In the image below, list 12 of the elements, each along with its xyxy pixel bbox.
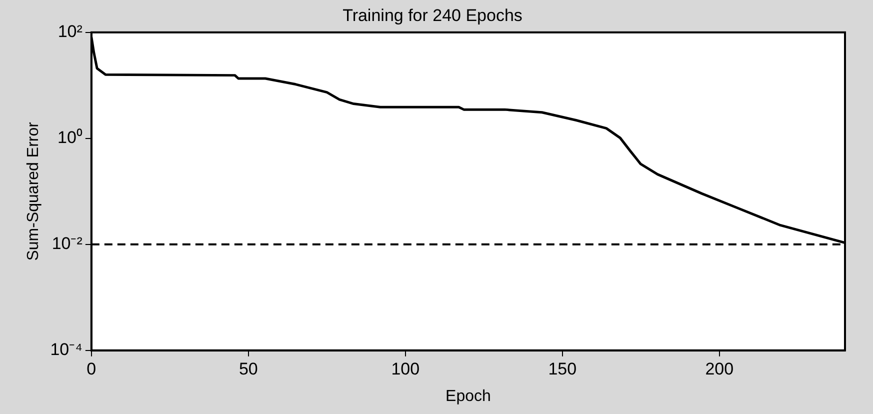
x-tick-label: 0 (86, 359, 96, 378)
x-tick-label: 100 (391, 359, 420, 378)
y-tick-label: 10⁻⁴ (50, 340, 82, 360)
chart-title: Training for 240 Epochs (342, 6, 522, 25)
y-tick-label: 10⁰ (57, 128, 82, 148)
y-tick-label: 10⁻² (52, 234, 83, 254)
y-axis-title: Sum-Squared Error (25, 121, 42, 261)
x-tick-label: 150 (548, 359, 577, 378)
y-tick-label: 10² (58, 22, 83, 42)
x-tick-label: 200 (705, 359, 734, 378)
x-tick-label: 50 (238, 359, 258, 378)
x-axis-title: Epoch (446, 388, 491, 405)
